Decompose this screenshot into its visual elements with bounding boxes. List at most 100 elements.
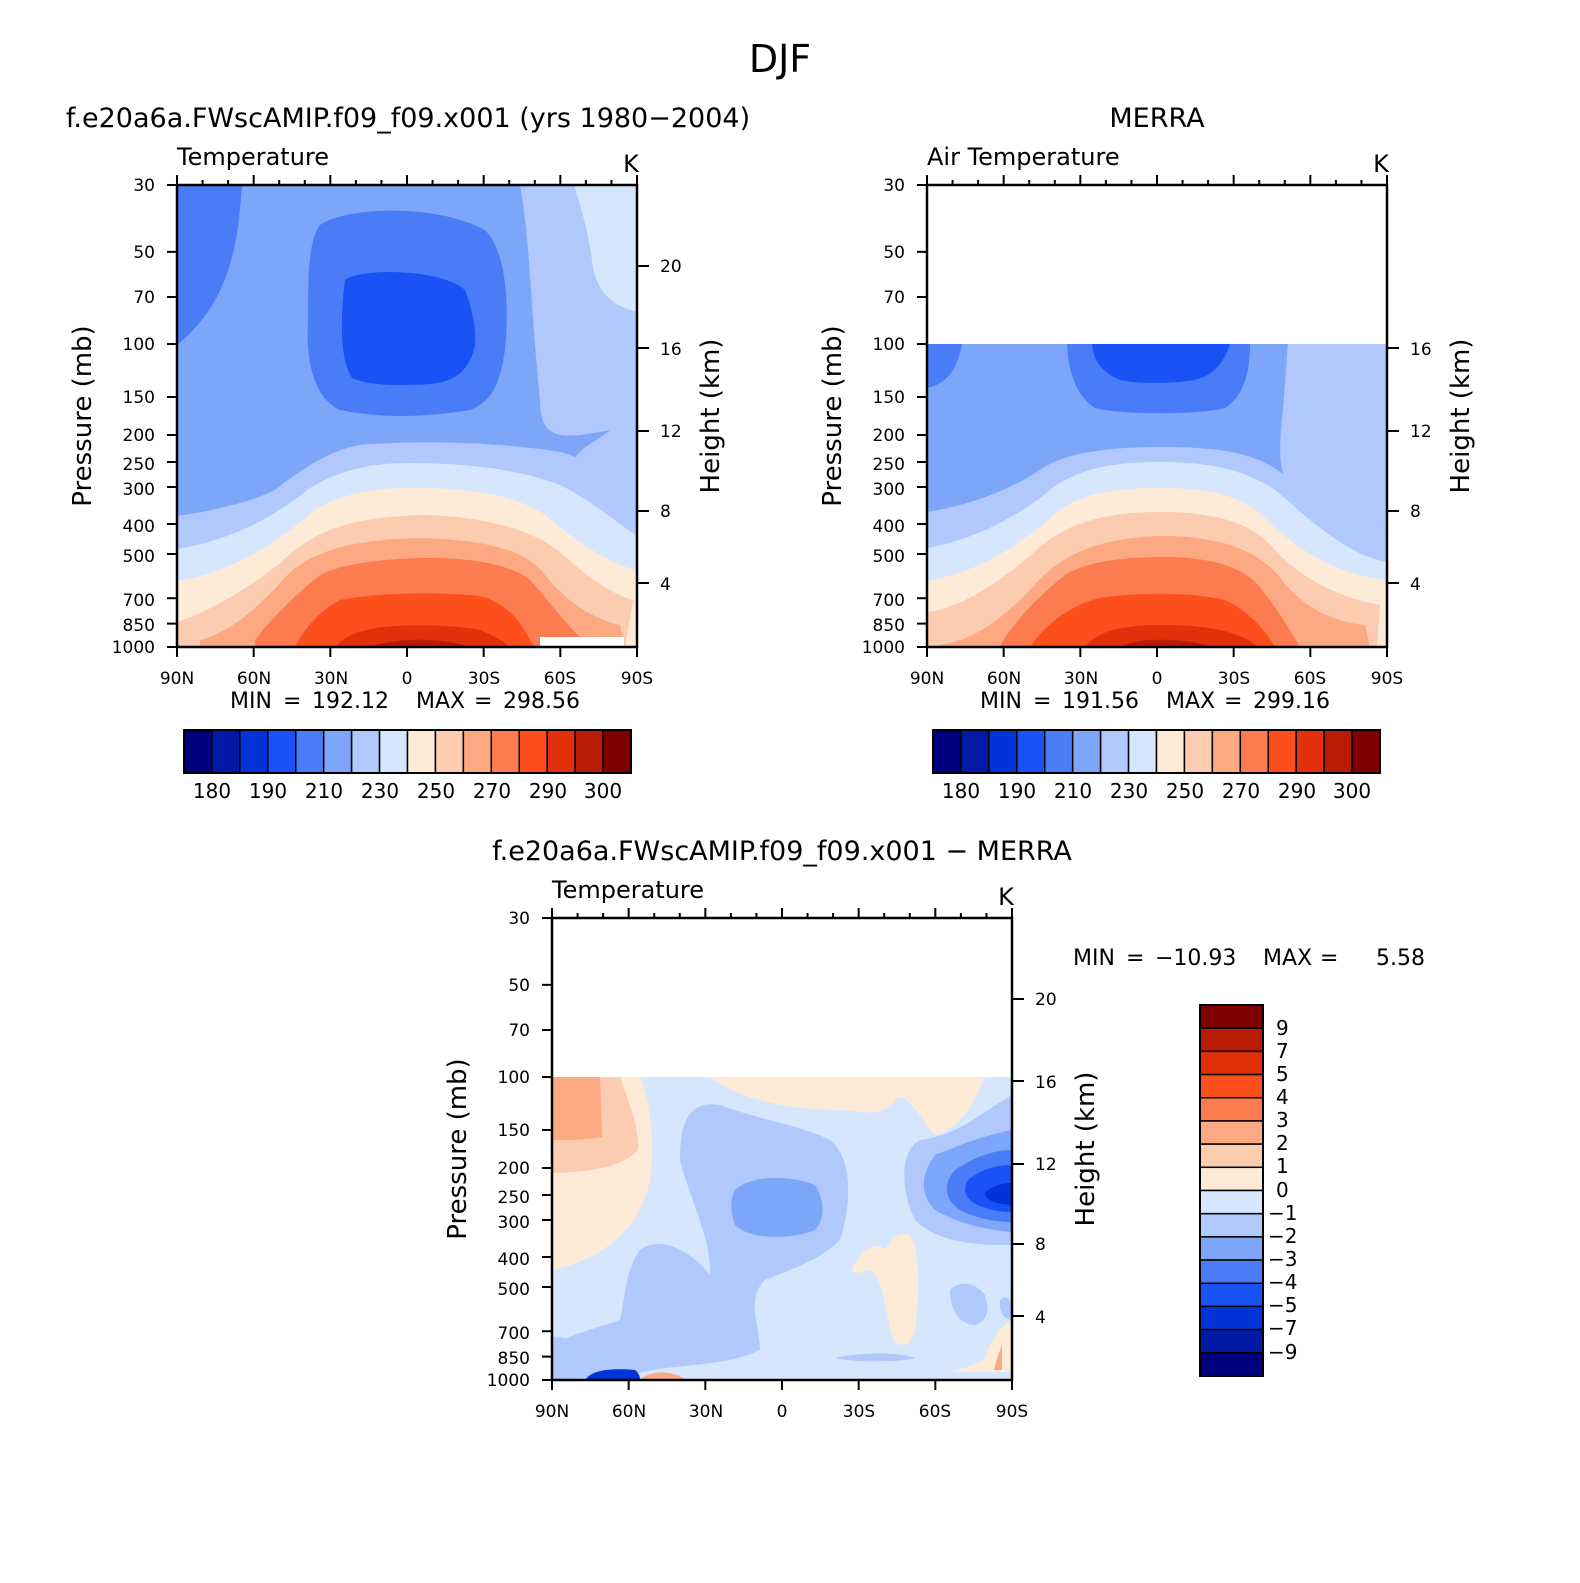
colorbar-label: 250 [1166, 779, 1204, 803]
min-max-readout: MIN = −10.93 MAX = 5.58 [1073, 946, 1425, 971]
y-tick-label: 400 [123, 517, 155, 537]
colorbar-swatch [1199, 1259, 1264, 1284]
colorbar-swatch [1295, 729, 1325, 774]
x-tick-label: 30S [468, 669, 500, 689]
max-value: 299.16 [1253, 689, 1330, 714]
y-tick-label: 250 [498, 1188, 530, 1208]
y-tick-label: 1000 [112, 638, 155, 658]
colorbar-swatch [1199, 1328, 1264, 1354]
height-tick-labels: 4 8 12 16 20 [1035, 990, 1057, 1328]
colorbar-swatch [1155, 729, 1186, 774]
colorbar-label: 1 [1276, 1154, 1289, 1178]
x-tick-labels: 90N 60N 30N 0 30S 60S 90S [910, 669, 1403, 689]
min-label: MIN [230, 689, 272, 714]
colorbar-label: 7 [1276, 1039, 1289, 1063]
colorbar-swatch [406, 729, 437, 774]
colorbar-swatch [988, 729, 1018, 774]
units-label: K [998, 883, 1015, 911]
max-value: 298.56 [503, 689, 580, 714]
y-tick-label: 100 [498, 1068, 530, 1088]
y-tick-label: 1000 [487, 1371, 530, 1391]
colorbar-labels: 9 7 5 4 3 2 1 0 −1 −2 −3 −4 −5 −7 −9 [1268, 1016, 1297, 1364]
variable-label: Temperature [551, 876, 704, 904]
colorbar-label: −3 [1268, 1247, 1297, 1271]
colorbar-label: 300 [1333, 779, 1371, 803]
colorbar-swatch [183, 729, 213, 774]
colorbar-swatch [1199, 1305, 1264, 1331]
y-tick-label: 30 [133, 176, 155, 196]
contour-band-205-core [341, 271, 476, 386]
min-value: 192.12 [312, 689, 389, 714]
x-tick-label: 60N [237, 669, 271, 689]
y-tick-labels: 30 50 70 100 150 200 250 300 400 500 700… [487, 909, 530, 1391]
x-tick-label: 60S [1294, 669, 1326, 689]
x-tick-labels: 90N 60N 30N 0 30S 60S 90S [160, 669, 653, 689]
y-tick-label: 500 [873, 547, 905, 567]
x-tick-label: 60N [987, 669, 1021, 689]
equals-sign: = [1224, 689, 1242, 714]
colorbar-swatch [1099, 729, 1130, 774]
colorbar-swatch [1183, 729, 1214, 774]
contour-band-neg15-se2 [999, 1297, 1012, 1320]
y-tick-label: 150 [498, 1121, 530, 1141]
colorbar-swatch [1199, 1097, 1264, 1122]
x-tick-label: 0 [402, 669, 413, 689]
x-tick-label: 90S [1371, 669, 1403, 689]
colorbar-swatch [1071, 729, 1102, 774]
equals-sign: = [1033, 689, 1051, 714]
axis-ticks [167, 175, 649, 657]
colorbar-swatch [1351, 729, 1381, 774]
contour-band-pos05-mid [852, 1233, 919, 1345]
height-tick-label: 12 [1035, 1155, 1057, 1175]
colorbar-swatch [1199, 1282, 1264, 1308]
y-tick-label: 250 [123, 455, 155, 475]
x-tick-label: 0 [1152, 669, 1163, 689]
x-tick-label: 30N [689, 1402, 723, 1422]
units-label: K [623, 150, 640, 178]
y-tick-label: 400 [498, 1250, 530, 1270]
contour-band-pos25-nw [552, 1077, 602, 1140]
variable-label: Air Temperature [927, 143, 1120, 171]
y-tick-label: 30 [508, 909, 530, 929]
colorbar-swatch [1267, 729, 1297, 774]
x-tick-label: 30N [314, 669, 348, 689]
height-tick-label: 8 [1410, 502, 1421, 522]
x-tick-label: 60S [919, 1402, 951, 1422]
colorbar-label: 270 [473, 779, 511, 803]
contour-field [177, 185, 637, 647]
colorbar-swatch [378, 729, 409, 774]
colorbar-swatch [1323, 729, 1353, 774]
colorbar-swatch [1211, 729, 1242, 774]
y-tick-label: 300 [498, 1213, 530, 1233]
colorbar-label: 180 [942, 779, 980, 803]
colorbar-swatch [490, 729, 520, 774]
min-label: MIN [1073, 946, 1115, 971]
colorbar-swatch [1199, 1212, 1264, 1238]
y-tick-label: 300 [123, 480, 155, 500]
height-tick-label: 20 [1035, 990, 1057, 1010]
colorbar-swatch [434, 729, 465, 774]
colorbar [1199, 1004, 1264, 1377]
height-axis-label: Height (km) [1446, 339, 1476, 494]
contour-band-295 [1085, 624, 1258, 647]
x-tick-label: 60S [544, 669, 576, 689]
max-label: MAX [1166, 689, 1215, 714]
y-tick-label: 200 [498, 1159, 530, 1179]
height-tick-label: 16 [1035, 1073, 1057, 1093]
colorbar-swatch [1199, 1352, 1264, 1377]
y-tick-label: 50 [508, 976, 530, 996]
variable-label: Temperature [176, 143, 329, 171]
colorbar-swatch [932, 729, 962, 774]
colorbar-label: 290 [1278, 779, 1316, 803]
x-tick-label: 90S [996, 1402, 1028, 1422]
y-tick-label: 150 [873, 388, 905, 408]
axis-ticks [542, 908, 1024, 1390]
y-tick-label: 150 [123, 388, 155, 408]
contour-field [552, 1077, 1012, 1380]
colorbar-swatch [518, 729, 548, 774]
height-tick-label: 20 [660, 257, 682, 277]
y-tick-label: 400 [873, 517, 905, 537]
colorbar-swatch [1199, 1189, 1264, 1215]
contour-band-205-core [1092, 344, 1230, 383]
colorbar-label: −4 [1268, 1270, 1297, 1294]
